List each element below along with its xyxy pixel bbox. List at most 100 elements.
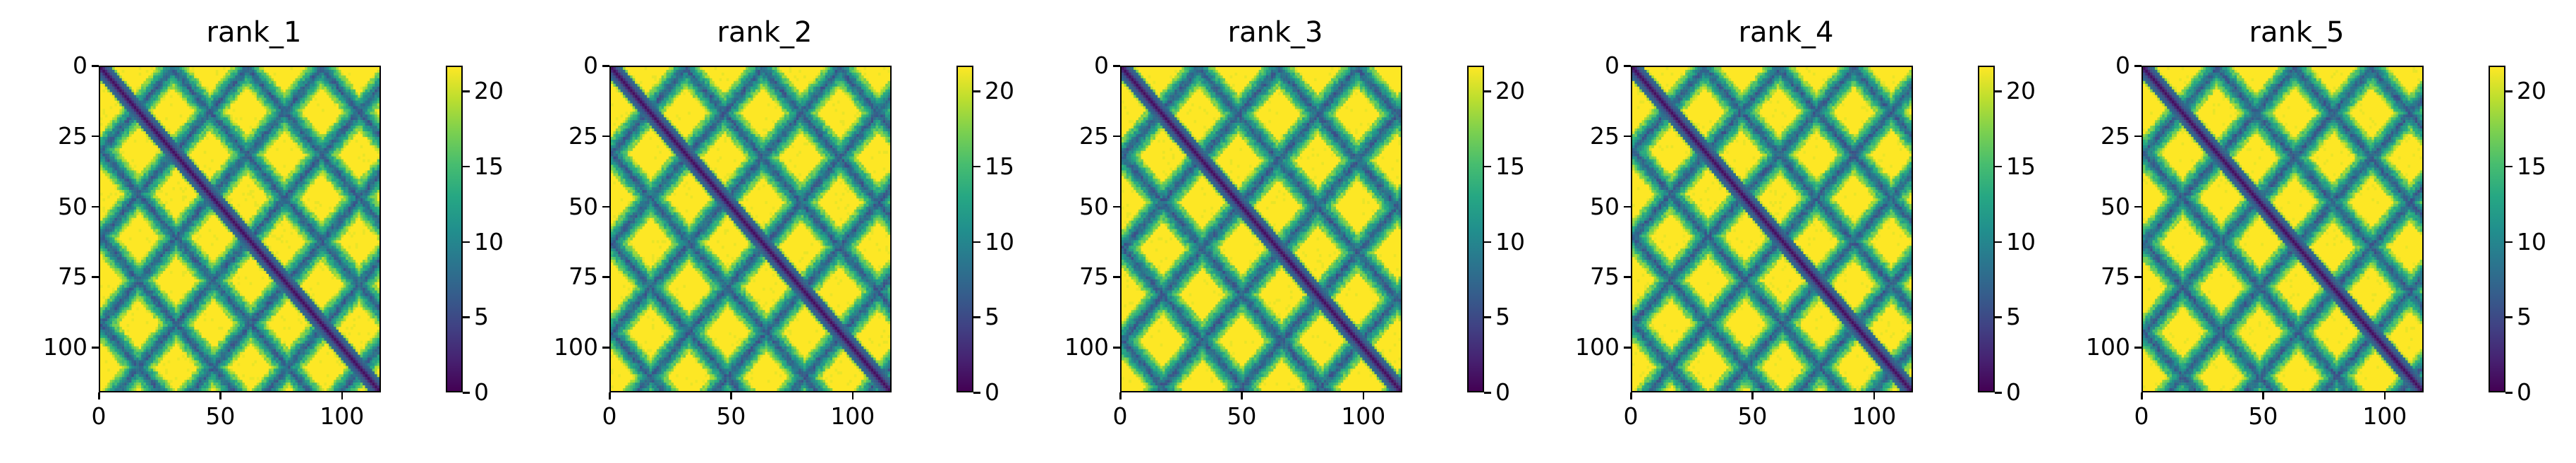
heatmap-cell [360, 126, 363, 129]
heatmap-cell [266, 136, 269, 140]
heatmap-cell [336, 170, 339, 174]
heatmap-cell [283, 106, 286, 109]
heatmap-cell [285, 200, 288, 205]
heatmap-cell [162, 167, 166, 171]
heatmap-cell [230, 173, 233, 176]
heatmap-cell [297, 92, 300, 95]
heatmap-cell [218, 86, 221, 90]
heatmap-cell [191, 117, 195, 121]
heatmap-cell [307, 167, 310, 171]
heatmap-cell [353, 206, 356, 210]
heatmap-cell [375, 139, 377, 143]
heatmap-cell [141, 193, 144, 196]
heatmap-cell [348, 215, 351, 218]
heatmap-cell [150, 136, 154, 140]
heatmap-cell [307, 226, 310, 229]
heatmap-cell [377, 156, 379, 160]
heatmap-cell [322, 150, 324, 154]
heatmap-cell [370, 193, 372, 196]
heatmap-cell [300, 103, 303, 107]
heatmap-cell [293, 170, 296, 174]
heatmap-cell [375, 114, 377, 118]
heatmap-cell [281, 200, 284, 205]
heatmap-cell [220, 100, 224, 104]
heatmap-cell [317, 145, 320, 148]
heatmap-cell [348, 193, 351, 196]
heatmap-cell [215, 200, 219, 205]
heatmap-cell [201, 133, 204, 138]
heatmap-cell [268, 117, 272, 121]
heatmap-cell [302, 114, 305, 118]
heatmap-cell [170, 170, 173, 174]
heatmap-cell [358, 156, 360, 160]
heatmap-cell [377, 89, 379, 92]
heatmap-cell [249, 170, 253, 174]
heatmap-cell [182, 196, 185, 199]
heatmap-cell [218, 106, 221, 109]
heatmap-cell [300, 128, 303, 132]
heatmap-cell [353, 126, 356, 129]
heatmap-cell [177, 80, 180, 84]
heatmap-cell [300, 131, 303, 135]
heatmap-cell [252, 232, 255, 235]
heatmap-cell [170, 142, 173, 145]
heatmap-cell [165, 200, 168, 205]
heatmap-cell [213, 179, 217, 182]
heatmap-cell [227, 198, 231, 202]
heatmap-cell [319, 133, 322, 138]
heatmap-cell [121, 164, 125, 168]
heatmap-cell [153, 75, 156, 79]
heatmap-cell [143, 215, 147, 218]
heatmap-cell [104, 69, 108, 73]
heatmap-cell [133, 92, 137, 95]
heatmap-cell [295, 193, 298, 196]
heatmap-cell [179, 173, 183, 176]
heatmap-cell [290, 126, 293, 129]
heatmap-cell [143, 179, 147, 182]
heatmap-cell [338, 103, 341, 107]
heatmap-cell [240, 164, 243, 168]
heatmap-cell [126, 97, 130, 101]
heatmap-cell [322, 145, 324, 148]
heatmap-cell [351, 176, 353, 179]
heatmap-cell [322, 139, 324, 143]
heatmap-cell [305, 229, 308, 232]
heatmap-cell [162, 139, 166, 143]
heatmap-cell [336, 142, 339, 145]
heatmap-cell [300, 106, 303, 109]
heatmap-cell [230, 206, 233, 210]
heatmap-cell [170, 133, 173, 138]
heatmap-cell [247, 80, 250, 84]
heatmap-cell [184, 215, 188, 218]
heatmap-cell [271, 109, 274, 112]
heatmap-cell [153, 83, 156, 87]
heatmap-cell [225, 164, 229, 168]
heatmap-cell [148, 100, 151, 104]
heatmap-cell [141, 128, 144, 132]
heatmap-cell [319, 156, 322, 160]
heatmap-cell [307, 67, 310, 71]
heatmap-cell [319, 167, 322, 171]
heatmap-cell [189, 212, 192, 215]
heatmap-cell [172, 159, 175, 162]
heatmap-cell [324, 229, 327, 232]
heatmap-cell [288, 114, 291, 118]
heatmap-cell [230, 95, 233, 98]
heatmap-cell [155, 156, 159, 160]
heatmap-cell [211, 181, 214, 185]
heatmap-cell [124, 203, 127, 208]
heatmap-cell [249, 217, 253, 221]
heatmap-cell [331, 220, 334, 224]
heatmap-cell [278, 92, 281, 95]
heatmap-cell [334, 72, 336, 76]
heatmap-cell [220, 196, 224, 199]
heatmap-cell [172, 86, 175, 90]
heatmap-cell [300, 83, 303, 87]
heatmap-cell [268, 126, 272, 129]
heatmap-cell [355, 206, 358, 210]
heatmap-cell [326, 128, 329, 132]
heatmap-cell [189, 150, 192, 154]
heatmap-cell [112, 75, 115, 79]
heatmap-cell [223, 89, 226, 92]
heatmap-cell [119, 109, 122, 112]
